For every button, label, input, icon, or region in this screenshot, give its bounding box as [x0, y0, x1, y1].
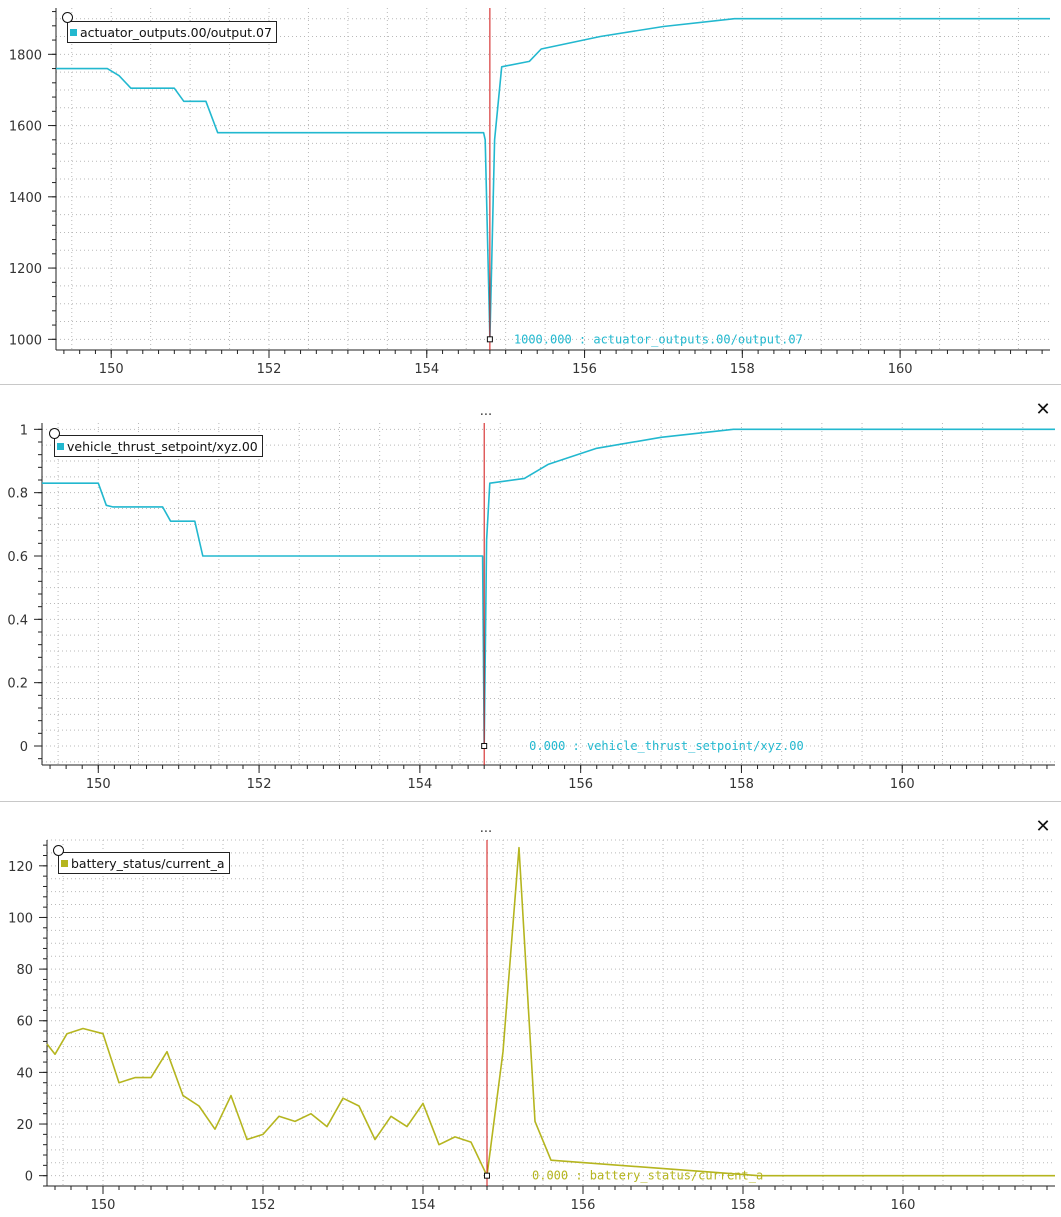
panel-separator[interactable]: [0, 801, 1061, 802]
y-tick-label: 100: [8, 911, 33, 926]
y-tick-label: 0: [25, 1170, 33, 1185]
tracker-marker: [481, 743, 488, 749]
x-tick-label: 150: [91, 1198, 116, 1213]
x-tick-label: 158: [729, 777, 754, 792]
y-tick-label: 80: [16, 963, 33, 978]
y-tick-label: 20: [16, 1118, 33, 1133]
x-tick-label: 152: [251, 1198, 276, 1213]
legend-box[interactable]: actuator_outputs.00/output.07: [67, 21, 277, 43]
x-tick-label: 150: [86, 777, 111, 792]
series-line: [46, 846, 1055, 1177]
y-tick-label: 1400: [9, 191, 42, 206]
tracker-label: 0.000 : vehicle_thrust_setpoint/xyz.00: [529, 739, 804, 753]
y-tick-label: 1800: [9, 48, 42, 63]
legend-toggle-circle[interactable]: [53, 845, 64, 856]
x-tick-label: 160: [890, 777, 915, 792]
panel-drag-handle[interactable]: ...: [479, 404, 493, 419]
grid-lines: [56, 8, 1050, 350]
legend-label: battery_status/current_a: [71, 855, 225, 871]
tracker-label: 0.000 : battery_status/current_a: [532, 1169, 763, 1183]
legend-swatch: [70, 28, 77, 36]
x-tick-label: 160: [888, 362, 913, 377]
x-tick-label: 156: [571, 1198, 596, 1213]
x-tick-label: 154: [414, 362, 439, 377]
x-tick-label: 158: [731, 1198, 756, 1213]
x-tick-label: 154: [407, 777, 432, 792]
x-tick-label: 156: [572, 362, 597, 377]
tracker-label: 1000.000 : actuator_outputs.00/output.07: [514, 332, 803, 346]
x-tick-label: 152: [257, 362, 282, 377]
x-tick-label: 158: [730, 362, 755, 377]
plot-panel-3: ... ✕ 150 152 154 156 158 160 0 20 40 60 80 100 120 0…: [0, 802, 1061, 1217]
legend-swatch: [57, 442, 64, 450]
grid-lines: [47, 839, 1055, 1186]
close-icon[interactable]: ✕: [1035, 399, 1051, 420]
legend-box[interactable]: vehicle_thrust_setpoint/xyz.00: [54, 435, 263, 457]
legend-box[interactable]: battery_status/current_a: [58, 852, 230, 874]
legend-label: vehicle_thrust_setpoint/xyz.00: [67, 438, 258, 454]
y-tick-label: 60: [16, 1015, 33, 1030]
grid-lines: [42, 423, 1055, 765]
y-tick-label: 120: [8, 860, 33, 875]
y-tick-label: 1000: [9, 333, 42, 348]
y-tick-label: 0.4: [7, 613, 28, 628]
legend-toggle-circle[interactable]: [49, 428, 60, 439]
y-tick-label: 40: [16, 1066, 33, 1081]
tracker-marker: [486, 336, 493, 343]
legend-toggle-circle[interactable]: [62, 12, 73, 23]
tracker-marker: [484, 1172, 490, 1179]
legend-label: actuator_outputs.00/output.07: [80, 24, 272, 40]
y-tick-label: 0.6: [7, 550, 28, 565]
series-line: [42, 428, 1055, 747]
panel-separator[interactable]: [0, 384, 1061, 385]
x-tick-label: 150: [99, 362, 124, 377]
y-tick-label: 0.2: [7, 677, 28, 692]
series-line: [56, 17, 1050, 341]
y-tick-label: 1600: [9, 120, 42, 135]
x-tick-label: 156: [568, 777, 593, 792]
x-tick-label: 160: [891, 1198, 916, 1213]
close-icon[interactable]: ✕: [1035, 816, 1051, 837]
legend-swatch: [61, 859, 68, 867]
plot-area-vehicle-thrust[interactable]: 150 152 154 156 158 160 0 0.2 0.4 0.6 0.8 1 0.000 : …: [0, 385, 1061, 801]
y-tick-label: 0: [20, 740, 28, 755]
y-tick-label: 1: [20, 423, 28, 438]
y-tick-label: 1200: [9, 262, 42, 277]
plot-area-actuator-outputs[interactable]: 150 152 154 156 158 160 1000 1200 1400 1600 1800 10…: [0, 0, 1061, 384]
plot-panel-1: 150 152 154 156 158 160 1000 1200 1400 1600 1800 10…: [0, 0, 1061, 384]
x-tick-label: 152: [247, 777, 272, 792]
y-tick-label: 0.8: [7, 487, 28, 502]
plot-panel-2: ... ✕ 150 152 154 156 158 160 0 0.2 0.4 0.6 0.8 1 0.…: [0, 385, 1061, 801]
x-tick-label: 154: [411, 1198, 436, 1213]
panel-drag-handle[interactable]: ...: [479, 821, 493, 836]
